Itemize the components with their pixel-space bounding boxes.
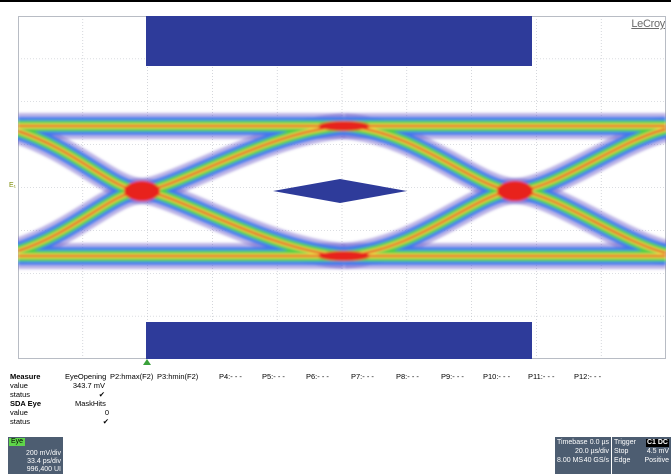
trigger-label: Trigger — [614, 439, 636, 446]
measure-value: 343.7 mV — [72, 381, 105, 390]
timebase-delay: 0.0 µs — [589, 439, 609, 446]
eye-trace-tag: Eye — [9, 438, 26, 446]
measure-col-p6[interactable]: P6:- - - — [306, 372, 329, 381]
brand-logo: LeCroy — [631, 18, 665, 30]
trigger-mode: Stop — [614, 448, 629, 455]
channel-level-marker: E₁ — [9, 182, 17, 189]
timebase-descriptor[interactable]: Timebase 0.0 µs 20.0 µs/div 8.00 MS 40 G… — [555, 437, 611, 474]
eye-ui-count: 996,400 UI — [26, 466, 61, 473]
eye-traces — [18, 113, 666, 269]
mask-bottom — [146, 322, 532, 359]
timebase-sample-rate: 40 GS/s — [583, 457, 609, 464]
sda-row-label: value — [10, 408, 28, 417]
top-rule — [0, 0, 671, 2]
trigger-type: Edge — [614, 457, 631, 464]
trigger-slope: Positive — [644, 457, 669, 464]
eye-vertical-scale: 200 mV/div — [25, 450, 61, 457]
trigger-level: 4.5 mV — [646, 448, 669, 455]
eye-trace-descriptor[interactable]: Eye 200 mV/div 33.4 ps/div 996,400 UI — [8, 437, 63, 474]
timebase-per-div: 20.0 µs/div — [575, 448, 609, 455]
trigger-channel: C1 DC — [645, 439, 669, 447]
measure-col-p2[interactable]: P2:hmax(F2) — [110, 372, 154, 381]
timebase-samples: 8.00 MS — [557, 457, 584, 464]
sda-row-label: status — [10, 417, 31, 426]
measure-status-check: ✔ — [98, 390, 105, 399]
mask-center-diamond — [273, 179, 407, 203]
sda-status-check: ✔ — [102, 417, 109, 426]
measure-col-p11[interactable]: P11:- - - — [528, 372, 555, 381]
measure-col-p1[interactable]: EyeOpening — [65, 372, 107, 381]
sda-eye-header: SDA Eye — [10, 399, 41, 408]
measure-col-p10[interactable]: P10:- - - — [483, 372, 511, 381]
trigger-position-marker[interactable] — [143, 359, 151, 365]
measurement-table: Measure EyeOpening P2:hmax(F2) P3:hmin(F… — [0, 372, 671, 442]
measure-col-p9[interactable]: P9:- - - — [441, 372, 464, 381]
measure-col-p7[interactable]: P7:- - - — [351, 372, 374, 381]
measure-row-label: value — [10, 381, 28, 390]
measure-col-p5[interactable]: P5:- - - — [262, 372, 285, 381]
sda-col-maskhits[interactable]: MaskHits — [75, 399, 106, 408]
measure-col-p4[interactable]: P4:- - - — [219, 372, 242, 381]
eye-diagram-display[interactable] — [18, 16, 666, 359]
measure-header: Measure — [10, 372, 41, 381]
measure-col-p3[interactable]: P3:hmin(F2) — [157, 372, 199, 381]
measure-col-p8[interactable]: P8:- - - — [396, 372, 419, 381]
measure-row-label: status — [10, 390, 31, 399]
timebase-label: Timebase — [557, 439, 588, 446]
eye-horizontal-scale: 33.4 ps/div — [27, 458, 61, 465]
trigger-descriptor[interactable]: Trigger C1 DC Stop 4.5 mV Edge Positive — [612, 437, 671, 474]
sda-value: 0 — [104, 408, 109, 417]
mask-top — [146, 16, 532, 66]
measure-col-p12[interactable]: P12:- - - — [574, 372, 602, 381]
